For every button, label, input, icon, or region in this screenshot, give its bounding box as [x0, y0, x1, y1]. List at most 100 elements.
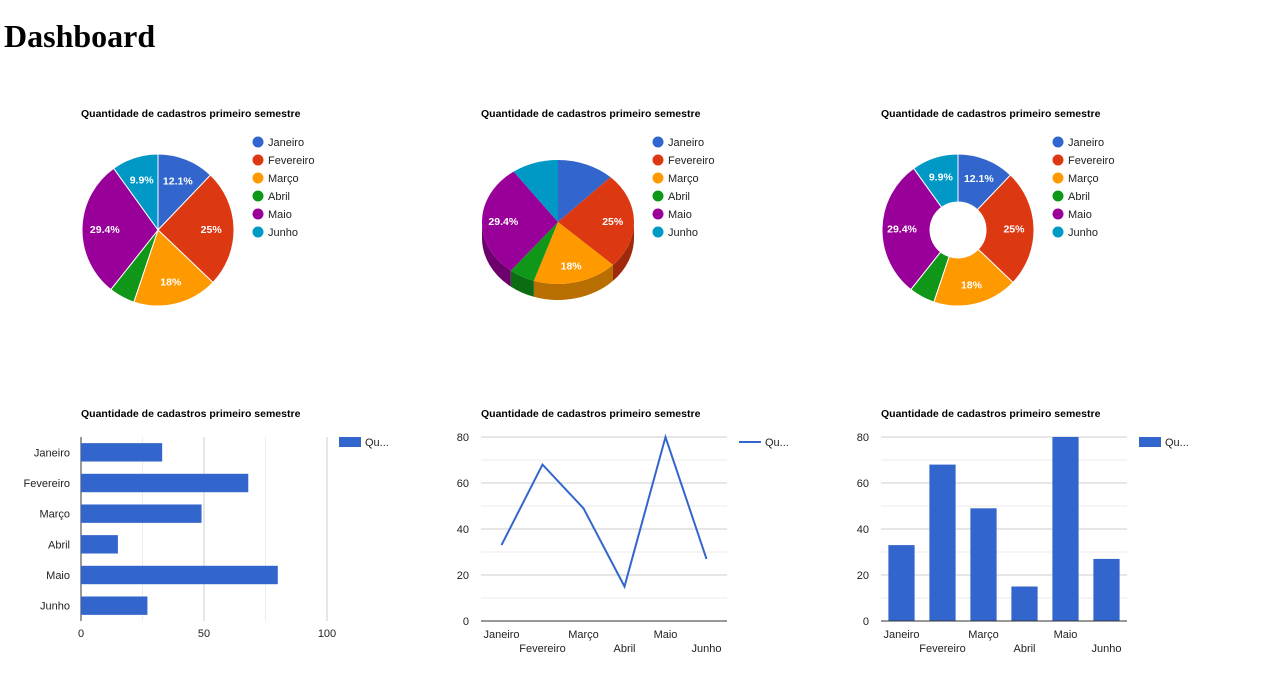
x-tick-50: 50 [198, 628, 210, 640]
pie3d-side-fevereiro [612, 222, 634, 281]
chart-title: Quantidade de cadastros primeiro semestr… [481, 108, 701, 120]
legend-label-maio: Maio [1068, 209, 1092, 221]
legend-label-junho: Junho [668, 227, 698, 239]
hbar-chart-panel: Quantidade de cadastros primeiro semestr… [0, 400, 400, 700]
bar-fevereiro [929, 464, 956, 621]
y-tick-fevereiro: Fevereiro [24, 478, 70, 490]
legend-label-março: Março [1068, 173, 1099, 185]
slice-label-maio: 29.4% [488, 216, 518, 228]
legend-label-fevereiro: Fevereiro [268, 155, 314, 167]
donut-chart: Quantidade de cadastros primeiro semestr… [881, 108, 1114, 307]
bar-maio [81, 565, 278, 585]
pie3d-slice-abril [510, 222, 558, 281]
legend-label: Qu... [765, 437, 789, 449]
x-tick-abril: Abril [613, 643, 635, 655]
pie3d-slice-junho [513, 160, 558, 222]
legend-marker-junho [1052, 226, 1064, 238]
slice-label-janeiro: 12.1% [964, 173, 994, 185]
pie3d-slice-maio [482, 171, 558, 271]
slice-label-março: 18% [160, 277, 182, 289]
legend-label-março: Março [668, 173, 699, 185]
legend-marker-maio [1052, 208, 1064, 220]
y-tick-40: 40 [457, 524, 469, 536]
pie3d-side-março [533, 264, 613, 300]
legend-label: Qu... [365, 437, 389, 449]
slice-label-junho: 9.9% [929, 172, 954, 184]
y-tick-20: 20 [457, 570, 469, 582]
y-tick-junho: Junho [40, 601, 70, 613]
legend-marker-fevereiro [652, 154, 664, 166]
chart-title: Quantidade de cadastros primeiro semestr… [81, 108, 301, 120]
y-tick-maio: Maio [46, 570, 70, 582]
legend-marker-janeiro [1052, 136, 1064, 148]
legend-label-fevereiro: Fevereiro [1068, 155, 1114, 167]
legend-label-abril: Abril [668, 191, 690, 203]
page-title: Dashboard [4, 18, 156, 54]
legend-label-junho: Junho [268, 227, 298, 239]
legend-label-maio: Maio [268, 209, 292, 221]
y-tick-80: 80 [857, 432, 869, 444]
legend-marker-maio [252, 208, 264, 220]
chart-title: Quantidade de cadastros primeiro semestr… [481, 408, 701, 420]
legend-marker-abril [252, 190, 264, 202]
slice-label-março: 18% [961, 279, 983, 291]
y-tick-80: 80 [457, 432, 469, 444]
slice-label-fevereiro: 25% [201, 224, 223, 236]
bar-junho [81, 596, 148, 615]
x-tick-fevereiro: Fevereiro [919, 643, 965, 655]
legend-marker-março [1052, 172, 1064, 184]
legend-label-janeiro: Janeiro [268, 137, 304, 149]
bar-fevereiro [81, 473, 249, 493]
legend-label-abril: Abril [1068, 191, 1090, 203]
bar-maio [1052, 437, 1079, 621]
slice-label-fevereiro: 25% [602, 216, 624, 228]
y-tick-0: 0 [863, 616, 869, 628]
bar-março [81, 504, 202, 523]
legend-label-janeiro: Janeiro [668, 137, 704, 149]
y-tick-janeiro: Janeiro [34, 447, 70, 459]
pie3d-side-abril [510, 270, 534, 297]
slice-label-maio: 29.4% [90, 224, 120, 236]
bar-abril [1011, 586, 1038, 621]
legend-label-maio: Maio [668, 209, 692, 221]
vbar-chart: Quantidade de cadastros primeiro semestr… [857, 408, 1189, 655]
legend-label-junho: Junho [1068, 227, 1098, 239]
legend-label-janeiro: Janeiro [1068, 137, 1104, 149]
legend-marker-janeiro [252, 136, 264, 148]
x-tick-0: 0 [78, 628, 84, 640]
bar-janeiro [81, 443, 163, 462]
donut-chart-panel: Quantidade de cadastros primeiro semestr… [880, 100, 1265, 400]
legend-marker-junho [652, 226, 664, 238]
pie-slice-maio [81, 167, 159, 291]
chart-title: Quantidade de cadastros primeiro semestr… [881, 408, 1101, 420]
legend-label: Qu... [1165, 437, 1189, 449]
pie3d-chart: Quantidade de cadastros primeiro semestr… [481, 108, 714, 300]
x-tick-maio: Maio [1054, 629, 1078, 641]
pie-chart-panel: Quantidade de cadastros primeiro semestr… [80, 100, 480, 400]
line-chart: Quantidade de cadastros primeiro semestr… [457, 408, 789, 655]
x-tick-abril: Abril [1013, 643, 1035, 655]
y-tick-março: Março [39, 509, 70, 521]
x-tick-março: Março [968, 629, 999, 641]
slice-label-fevereiro: 25% [1003, 224, 1025, 236]
slice-label-maio: 29.4% [887, 224, 917, 236]
legend-label-abril: Abril [268, 191, 290, 203]
vbar-chart-panel: Quantidade de cadastros primeiro semestr… [840, 400, 1240, 700]
slice-label-março: 18% [561, 260, 583, 272]
pie3d-slice-janeiro [558, 160, 611, 222]
line-series [500, 433, 708, 590]
legend-marker-fevereiro [1052, 154, 1064, 166]
pie-chart: Quantidade de cadastros primeiro semestr… [81, 108, 314, 307]
donut-slice-junho [912, 153, 959, 208]
pie3d-slice-fevereiro [558, 177, 634, 265]
hbar-chart: Quantidade de cadastros primeiro semestr… [24, 408, 389, 640]
x-tick-junho: Junho [1092, 643, 1122, 655]
bar-março [970, 508, 997, 621]
x-tick-março: Março [568, 629, 599, 641]
slice-label-janeiro: 12.1% [163, 176, 193, 188]
y-tick-0: 0 [463, 616, 469, 628]
legend-marker [1139, 437, 1161, 447]
chart-title: Quantidade de cadastros primeiro semestr… [881, 108, 1101, 120]
x-tick-fevereiro: Fevereiro [519, 643, 565, 655]
legend-marker-fevereiro [252, 154, 264, 166]
